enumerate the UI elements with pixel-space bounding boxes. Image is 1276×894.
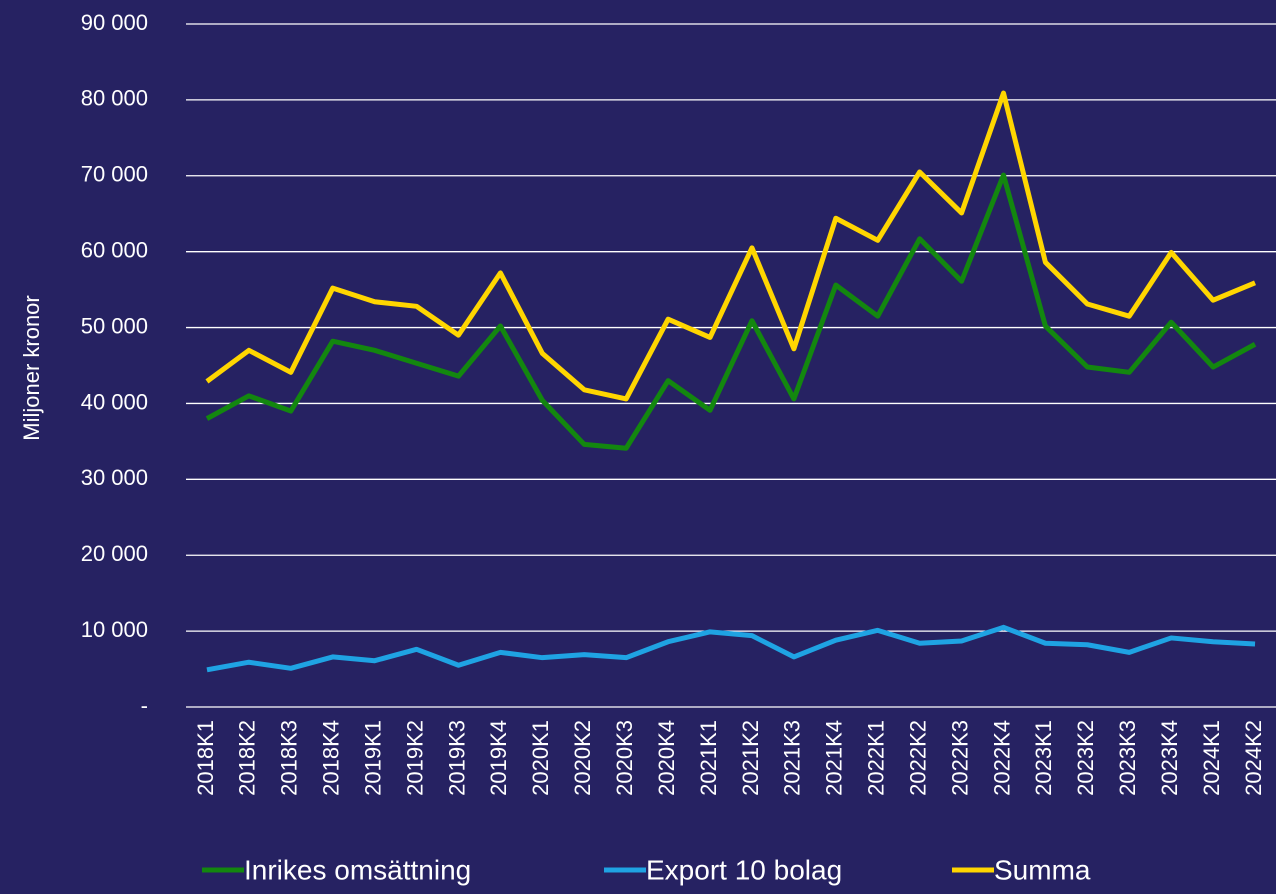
y-axis-label: Miljoner kronor (19, 295, 44, 441)
x-tick-label: 2018K4 (319, 720, 344, 796)
line-series (205, 90, 1257, 402)
x-tick-label: 2020K3 (612, 720, 637, 796)
x-tick-label: 2018K2 (235, 720, 260, 796)
x-tick-label: 2023K2 (1073, 720, 1098, 796)
x-tick-label: 2021K4 (822, 720, 847, 796)
y-tick-label: 90 000 (81, 10, 148, 35)
legend-label: Export 10 bolag (646, 854, 842, 885)
line-series (205, 172, 1257, 451)
y-tick-label: 70 000 (81, 162, 148, 187)
y-tick-label: 30 000 (81, 465, 148, 490)
legend-label: Summa (994, 854, 1091, 885)
y-tick-label: 80 000 (81, 86, 148, 111)
x-tick-label: 2021K3 (780, 720, 805, 796)
x-tick-label: 2020K2 (570, 720, 595, 796)
x-tick-label: 2023K3 (1115, 720, 1140, 796)
x-tick-label: 2022K1 (864, 720, 889, 796)
y-tick-label: 60 000 (81, 237, 148, 262)
x-tick-label: 2019K4 (486, 720, 511, 796)
x-tick-label: 2021K2 (738, 720, 763, 796)
x-tick-label: 2018K3 (277, 720, 302, 796)
x-tick-label: 2022K2 (905, 720, 930, 796)
x-tick-label: 2020K1 (528, 720, 553, 796)
y-tick-label: - (141, 693, 148, 718)
x-tick-label: 2020K4 (654, 720, 679, 796)
x-tick-label: 2024K1 (1199, 720, 1224, 796)
y-tick-label: 10 000 (81, 617, 148, 642)
x-tick-label: 2022K3 (947, 720, 972, 796)
y-tick-label: 50 000 (81, 313, 148, 338)
x-tick-label: 2022K4 (989, 720, 1014, 796)
x-tick-label: 2019K3 (444, 720, 469, 796)
x-tick-label: 2023K1 (1031, 720, 1056, 796)
x-tick-label: 2019K2 (402, 720, 427, 796)
legend-label: Inrikes omsättning (244, 854, 471, 885)
x-tick-label: 2019K1 (360, 720, 385, 796)
x-tick-label: 2023K4 (1157, 720, 1182, 796)
y-tick-label: 20 000 (81, 541, 148, 566)
x-tick-label: 2021K1 (696, 720, 721, 796)
x-tick-label: 2024K2 (1241, 720, 1266, 796)
line-series (206, 624, 1256, 673)
y-tick-label: 40 000 (81, 389, 148, 414)
x-tick-label: 2018K1 (193, 720, 218, 796)
